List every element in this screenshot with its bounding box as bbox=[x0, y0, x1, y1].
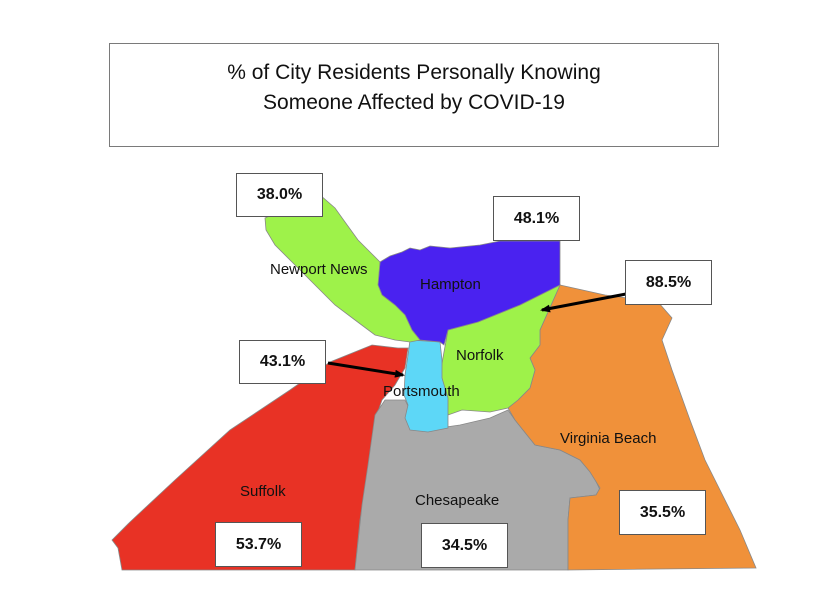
value-hampton: 48.1% bbox=[493, 196, 580, 241]
value-suffolk: 53.7% bbox=[215, 522, 302, 567]
title-box: % of City Residents Personally Knowing S… bbox=[109, 43, 719, 147]
label-norfolk: Norfolk bbox=[456, 347, 504, 364]
label-portsmouth: Portsmouth bbox=[383, 383, 460, 400]
value-chesapeake: 34.5% bbox=[421, 523, 508, 568]
title-line-2: Someone Affected by COVID-19 bbox=[263, 91, 565, 114]
value-virginia-beach: 35.5% bbox=[619, 490, 706, 535]
arrow-norfolk bbox=[540, 292, 627, 313]
label-virginia-beach: Virginia Beach bbox=[560, 430, 656, 447]
label-suffolk: Suffolk bbox=[240, 483, 286, 500]
value-norfolk: 88.5% bbox=[625, 260, 712, 305]
title-line-1: % of City Residents Personally Knowing bbox=[227, 61, 601, 84]
arrow-portsmouth bbox=[327, 361, 405, 378]
label-chesapeake: Chesapeake bbox=[415, 492, 499, 509]
region-portsmouth[interactable] bbox=[403, 339, 449, 433]
label-hampton: Hampton bbox=[420, 276, 481, 293]
value-newport-news: 38.0% bbox=[236, 173, 323, 217]
label-newport-news: Newport News bbox=[270, 261, 368, 278]
region-newport-news[interactable] bbox=[264, 194, 421, 343]
value-portsmouth: 43.1% bbox=[239, 340, 326, 384]
